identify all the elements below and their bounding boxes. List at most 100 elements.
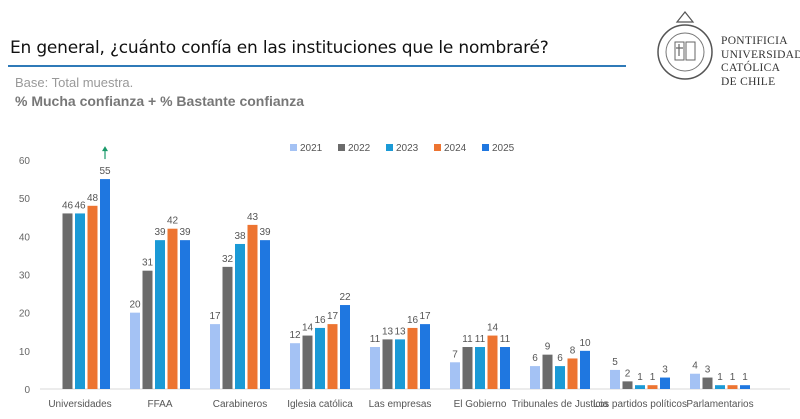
data-label: 46 <box>62 200 74 211</box>
data-label: 9 <box>545 342 551 353</box>
bar-2025 <box>340 305 350 389</box>
data-label: 13 <box>394 326 406 337</box>
y-tick-label: 50 <box>19 194 31 205</box>
title-divider <box>8 65 626 67</box>
data-label: 55 <box>99 166 111 177</box>
bar-2025 <box>180 240 190 389</box>
data-label: 8 <box>570 345 576 356</box>
data-label: 11 <box>462 334 473 345</box>
bar-2022 <box>542 354 553 389</box>
data-label: 14 <box>302 323 314 334</box>
bar-2023 <box>315 327 325 389</box>
data-label: 1 <box>650 372 656 383</box>
x-tick-label: Parlamentarios <box>686 399 753 410</box>
bar-2023 <box>395 339 405 389</box>
logo-line: PONTIFICIA <box>721 35 788 47</box>
legend-label: 2021 <box>300 143 323 154</box>
data-label: 1 <box>717 372 723 383</box>
data-label: 3 <box>662 365 668 376</box>
data-label: 17 <box>327 311 339 322</box>
bar-2021 <box>450 362 460 389</box>
bar-2022 <box>302 335 313 389</box>
logo-line: DE CHILE <box>721 75 776 88</box>
bar-2023 <box>635 385 645 389</box>
y-tick-label: 20 <box>19 309 31 320</box>
data-label: 13 <box>382 326 394 337</box>
data-label: 22 <box>339 292 351 303</box>
bar-2023 <box>75 213 85 389</box>
bar-2021 <box>690 373 700 389</box>
bar-2022 <box>462 347 473 389</box>
data-label: 32 <box>222 254 234 265</box>
bar-2021 <box>130 312 140 389</box>
data-label: 1 <box>730 372 736 383</box>
bar-2022 <box>382 339 393 389</box>
bar-2024 <box>487 335 498 389</box>
bar-2024 <box>327 324 338 389</box>
data-label: 3 <box>705 365 711 376</box>
legend-label: 2023 <box>396 143 419 154</box>
bar-2024 <box>727 385 738 389</box>
data-label: 11 <box>370 334 381 345</box>
data-label: 17 <box>419 311 431 322</box>
data-label: 1 <box>742 372 748 383</box>
y-tick-label: 40 <box>19 232 31 243</box>
data-label: 39 <box>154 227 166 238</box>
base-note: Base: Total muestra. <box>15 75 134 90</box>
data-label: 6 <box>532 353 538 364</box>
bar-2024 <box>247 224 258 389</box>
data-label: 14 <box>487 323 499 334</box>
x-tick-label: Iglesia católica <box>287 399 353 410</box>
bar-2025 <box>660 377 670 389</box>
y-tick-label: 60 <box>19 156 31 167</box>
legend-label: 2022 <box>348 143 371 154</box>
data-label: 43 <box>247 212 259 223</box>
x-tick-label: El Gobierno <box>454 399 507 410</box>
bar-2022 <box>702 377 713 389</box>
data-label: 20 <box>129 300 141 311</box>
bar-2023 <box>155 240 165 389</box>
arrow-head-icon <box>102 146 108 152</box>
bar-2024 <box>167 228 178 389</box>
legend-label: 2024 <box>444 143 467 154</box>
bar-2022 <box>142 270 153 389</box>
bar-2025 <box>420 324 430 389</box>
bar-2021 <box>610 369 620 389</box>
legend-swatch <box>434 144 441 151</box>
x-tick-label: FFAA <box>147 399 172 410</box>
y-tick-label: 30 <box>19 271 31 282</box>
legend-swatch <box>290 144 297 151</box>
x-tick-label: Los partidos políticos <box>593 399 687 410</box>
y-tick-label: 0 <box>24 385 30 396</box>
legend-swatch <box>338 144 345 151</box>
bar-2022 <box>622 381 633 389</box>
bar-2023 <box>475 347 485 389</box>
data-label: 38 <box>234 231 246 242</box>
data-label: 17 <box>209 311 221 322</box>
bar-2024 <box>647 385 658 389</box>
bar-2024 <box>567 358 578 389</box>
x-tick-label: Universidades <box>48 399 111 410</box>
data-label: 39 <box>179 227 191 238</box>
bar-2021 <box>370 347 380 389</box>
x-tick-label: Las empresas <box>369 399 432 410</box>
bar-2025 <box>580 350 590 389</box>
bar-2025 <box>740 385 750 389</box>
bar-2021 <box>210 324 220 389</box>
bar-2024 <box>407 327 418 389</box>
university-seal-logo <box>657 11 713 80</box>
data-label: 16 <box>407 315 419 326</box>
data-label: 11 <box>500 334 511 345</box>
data-label: 6 <box>557 353 563 364</box>
bar-2021 <box>530 366 540 389</box>
bar-2025 <box>100 179 110 389</box>
data-label: 7 <box>452 349 458 360</box>
bar-2021 <box>290 343 300 389</box>
logo-line: CATÓLICA <box>721 62 781 74</box>
data-label: 39 <box>259 227 271 238</box>
data-label: 31 <box>142 258 154 269</box>
bar-2023 <box>555 366 565 389</box>
bar-2023 <box>235 243 245 389</box>
data-label: 4 <box>692 361 698 372</box>
legend-label: 2025 <box>492 143 515 154</box>
